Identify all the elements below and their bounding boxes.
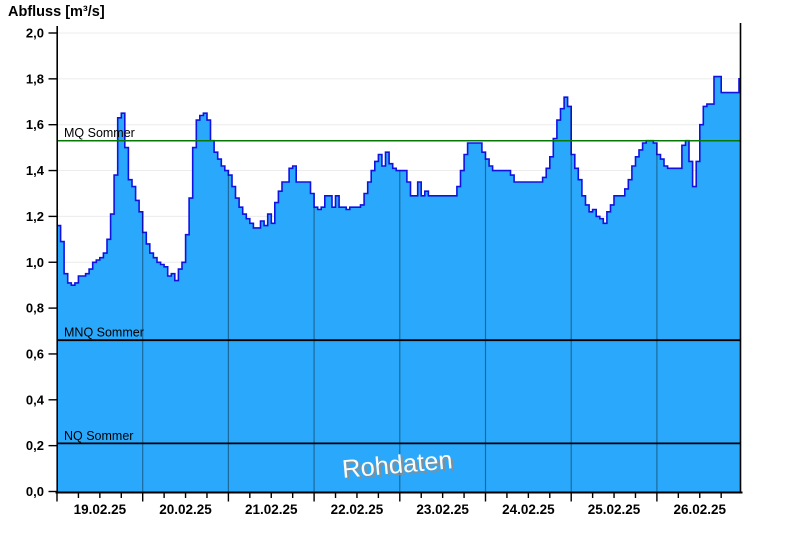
- svg-text:1,8: 1,8: [26, 71, 44, 86]
- svg-text:20.02.25: 20.02.25: [159, 502, 212, 517]
- svg-text:21.02.25: 21.02.25: [245, 502, 298, 517]
- svg-text:0,2: 0,2: [26, 438, 44, 453]
- svg-text:0,6: 0,6: [26, 346, 44, 361]
- svg-text:0,0: 0,0: [26, 484, 44, 499]
- svg-text:26.02.25: 26.02.25: [673, 502, 726, 517]
- reference-lines: MQ Sommer MNQ Sommer NQ Sommer: [57, 126, 741, 445]
- svg-text:1,2: 1,2: [26, 209, 44, 224]
- reference-line-mnq: MNQ Sommer: [57, 326, 741, 342]
- svg-text:22.02.25: 22.02.25: [331, 502, 384, 517]
- y-axis-ticks: 0,0 0,2 0,4 0,6 0,8 1,0 1,2 1,4 1,6 1,8 2,0: [26, 26, 57, 499]
- svg-text:19.02.25: 19.02.25: [74, 502, 127, 517]
- svg-text:1,4: 1,4: [26, 163, 45, 178]
- discharge-area-series: [57, 75, 741, 492]
- svg-text:0,4: 0,4: [26, 392, 45, 407]
- svg-text:25.02.25: 25.02.25: [588, 502, 641, 517]
- reference-line-label-mnq: MNQ Sommer: [64, 326, 144, 340]
- reference-line-mq: MQ Sommer: [57, 126, 741, 142]
- chart-title: Abfluss [m³/s]: [8, 4, 105, 20]
- svg-text:1,6: 1,6: [26, 117, 44, 132]
- axes: [55, 23, 743, 494]
- svg-text:24.02.25: 24.02.25: [502, 502, 555, 517]
- svg-text:2,0: 2,0: [26, 26, 44, 41]
- svg-text:1,0: 1,0: [26, 255, 44, 270]
- x-axis-ticks: 19.02.25 20.02.25 21.02.25 22.02.25 23.02.25…: [56, 492, 727, 517]
- svg-text:0,8: 0,8: [26, 301, 44, 316]
- reference-line-label-nq: NQ Sommer: [64, 429, 133, 443]
- reference-line-label-mq: MQ Sommer: [64, 126, 135, 140]
- reference-line-nq: NQ Sommer: [57, 429, 741, 445]
- svg-text:23.02.25: 23.02.25: [416, 502, 469, 517]
